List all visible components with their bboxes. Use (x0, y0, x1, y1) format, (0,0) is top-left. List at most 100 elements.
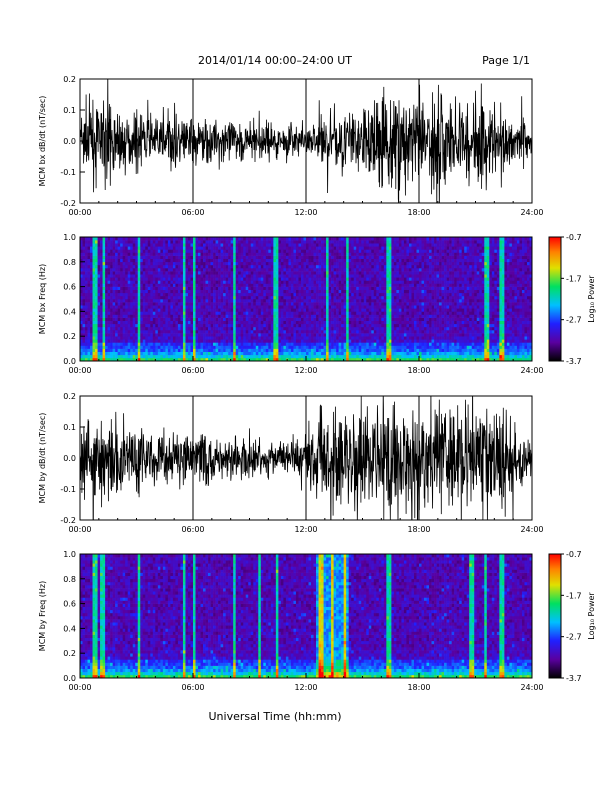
spectrogram-cell (228, 317, 231, 321)
spectrogram-cell (280, 305, 284, 309)
spectrogram-cell (147, 246, 151, 250)
spectrogram-cell (280, 240, 284, 244)
spectrogram-cell (125, 295, 129, 300)
spectrogram-cell (248, 258, 252, 263)
spectrogram-cell (230, 299, 234, 303)
spectrogram-cell (185, 286, 189, 290)
spectrogram-cell (383, 268, 387, 272)
spectrogram-cell (285, 317, 289, 321)
spectrogram-cell (280, 295, 284, 300)
spectrogram-cell (371, 274, 375, 278)
spectrogram-cell (265, 354, 269, 359)
spectrogram-cell (303, 289, 307, 294)
spectrogram-cell (218, 264, 221, 269)
spectrogram-cell (285, 237, 289, 241)
spectrogram-cell (238, 246, 242, 250)
spectrogram-cell (265, 264, 269, 269)
spectrogram-cell (195, 286, 199, 290)
spectrogram-cell (140, 283, 144, 287)
spectrogram-cell (318, 342, 322, 346)
spectrogram-cell (378, 240, 382, 244)
spectrogram-cell (198, 240, 201, 244)
spectrogram-cell (361, 308, 365, 312)
spectrogram-cell (293, 274, 297, 278)
spectrogram-cell (95, 274, 98, 278)
spectrogram-cell (235, 357, 239, 361)
spectrogram-cell (376, 246, 380, 250)
spectrogram-cell (253, 333, 257, 337)
spectrogram-cell (170, 317, 174, 321)
spectrogram-cell (250, 237, 254, 241)
spectrogram-cell (170, 252, 174, 256)
spectrogram-cell (160, 237, 164, 241)
spectrogram-cell (293, 240, 297, 244)
spectrogram-cell (228, 336, 231, 340)
spectrogram-cell (150, 320, 154, 325)
spectrogram-cell (316, 354, 319, 359)
spectrogram-cell (225, 330, 229, 334)
spectrogram-cell (120, 311, 123, 315)
spectrogram-cell (208, 326, 211, 331)
spectrogram-cell (213, 240, 216, 244)
spectrogram-cell (145, 354, 149, 359)
spectrogram-cell (283, 243, 287, 247)
spectrogram-cell (338, 354, 342, 359)
spectrogram-cell (152, 302, 156, 306)
spectrogram-cell (150, 326, 154, 331)
spectrogram-cell (293, 333, 297, 337)
spectrogram-cell (245, 246, 249, 250)
spectrogram-cell (90, 292, 93, 297)
spectrogram-cell (308, 357, 312, 361)
spectrogram-cell (180, 357, 184, 361)
spectrogram-cell (205, 243, 209, 247)
spectrogram-cell (107, 326, 111, 331)
spectrogram-cell (295, 348, 299, 352)
spectrogram-cell (165, 299, 169, 303)
spectrogram-cell (100, 280, 103, 284)
spectrogram-cell (145, 345, 149, 349)
spectrogram-cell (303, 351, 307, 356)
spectrogram-cell (185, 323, 189, 328)
spectrogram-cell (366, 286, 370, 290)
spectrogram-cell (120, 255, 123, 259)
spectrogram-cell (290, 330, 294, 334)
spectrogram-cell (160, 354, 164, 359)
y-tick-label: -0.1 (60, 168, 76, 177)
spectrogram-cell (371, 342, 375, 346)
spectrogram-cell (351, 305, 355, 309)
spectrogram-cell (328, 258, 332, 263)
spectrogram-cell (280, 252, 284, 256)
spectrogram-cell (107, 302, 111, 306)
spectrogram-cell (127, 351, 131, 356)
spectrogram-cell (177, 351, 181, 356)
spectrogram-cell (213, 280, 216, 284)
spectrogram-cell (333, 354, 337, 359)
spectrogram-cell (323, 252, 327, 256)
spectrogram-cell (298, 348, 302, 352)
spectrogram-cell (338, 261, 342, 266)
spectrogram-cell (341, 345, 344, 349)
spectrogram-cell (373, 286, 377, 290)
spectrogram-cell (358, 308, 362, 312)
spectrogram-cell (295, 345, 299, 349)
spectrogram-cell (105, 299, 108, 303)
spectrogram-cell (172, 268, 176, 272)
spectrogram-cell (278, 345, 282, 349)
spectrogram-cell (303, 243, 307, 247)
spectrogram-cell (331, 246, 334, 250)
spectrogram-cell (343, 289, 347, 294)
spectrogram-cell (142, 323, 146, 328)
spectrogram-cell (147, 299, 151, 303)
spectrogram-cell (343, 317, 347, 321)
spectrogram-cell (105, 308, 108, 312)
spectrogram-cell (92, 336, 96, 340)
spectrogram-cell (190, 268, 194, 272)
spectrogram-cell (353, 274, 357, 278)
spectrogram-cell (102, 336, 106, 340)
spectrogram-cell (110, 246, 113, 250)
spectrogram-cell (368, 274, 372, 278)
spectrogram-cell (177, 295, 181, 300)
spectrogram-cell (321, 261, 324, 266)
spectrogram-cell (260, 292, 264, 297)
spectrogram-cell (245, 292, 249, 297)
